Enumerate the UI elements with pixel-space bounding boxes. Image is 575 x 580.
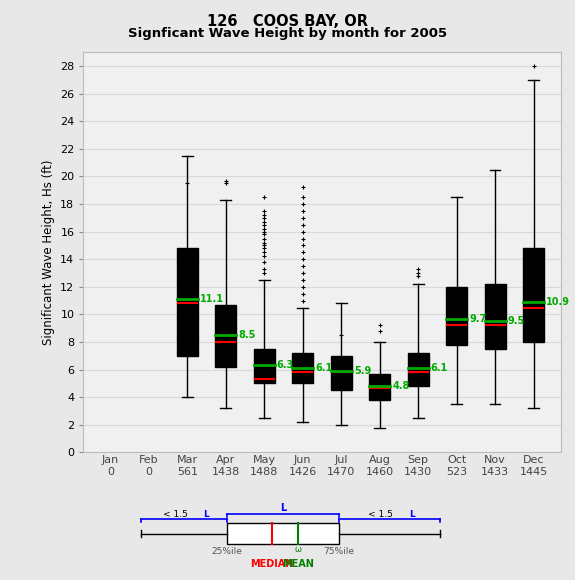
Text: < 1.5: < 1.5 <box>163 510 190 519</box>
Text: 25%ile: 25%ile <box>212 547 242 556</box>
PathPatch shape <box>331 356 352 390</box>
PathPatch shape <box>523 248 545 342</box>
Text: 10.9: 10.9 <box>546 297 570 307</box>
Text: Signficant Wave Height by month for 2005: Signficant Wave Height by month for 2005 <box>128 27 447 40</box>
Text: 8.5: 8.5 <box>238 330 256 340</box>
Bar <box>227 523 339 544</box>
Y-axis label: Significant Wave Height, Hs (ft): Significant Wave Height, Hs (ft) <box>41 160 55 345</box>
Text: L: L <box>204 510 209 519</box>
Text: 6.1: 6.1 <box>315 363 332 373</box>
PathPatch shape <box>369 374 390 400</box>
Text: ω: ω <box>294 545 301 554</box>
Text: 9.7: 9.7 <box>469 314 486 324</box>
PathPatch shape <box>177 248 198 356</box>
Text: 75%ile: 75%ile <box>324 547 354 556</box>
Text: 11.1: 11.1 <box>200 294 224 304</box>
Text: 9.5: 9.5 <box>508 316 525 327</box>
Text: 5.9: 5.9 <box>354 366 371 376</box>
PathPatch shape <box>292 353 313 383</box>
Text: L: L <box>280 503 286 513</box>
Text: L: L <box>409 510 415 519</box>
Text: 6.1: 6.1 <box>431 363 448 373</box>
Text: 4.8: 4.8 <box>392 381 409 391</box>
Text: MEDIAN: MEDIAN <box>250 559 293 569</box>
PathPatch shape <box>446 287 467 345</box>
Text: 126   COOS BAY, OR: 126 COOS BAY, OR <box>207 14 368 30</box>
PathPatch shape <box>408 353 429 386</box>
PathPatch shape <box>254 349 275 383</box>
Text: MEAN: MEAN <box>282 559 314 569</box>
Text: < 1.5: < 1.5 <box>368 510 396 519</box>
Text: 6.3: 6.3 <box>277 360 294 371</box>
PathPatch shape <box>215 304 236 367</box>
PathPatch shape <box>485 284 506 349</box>
